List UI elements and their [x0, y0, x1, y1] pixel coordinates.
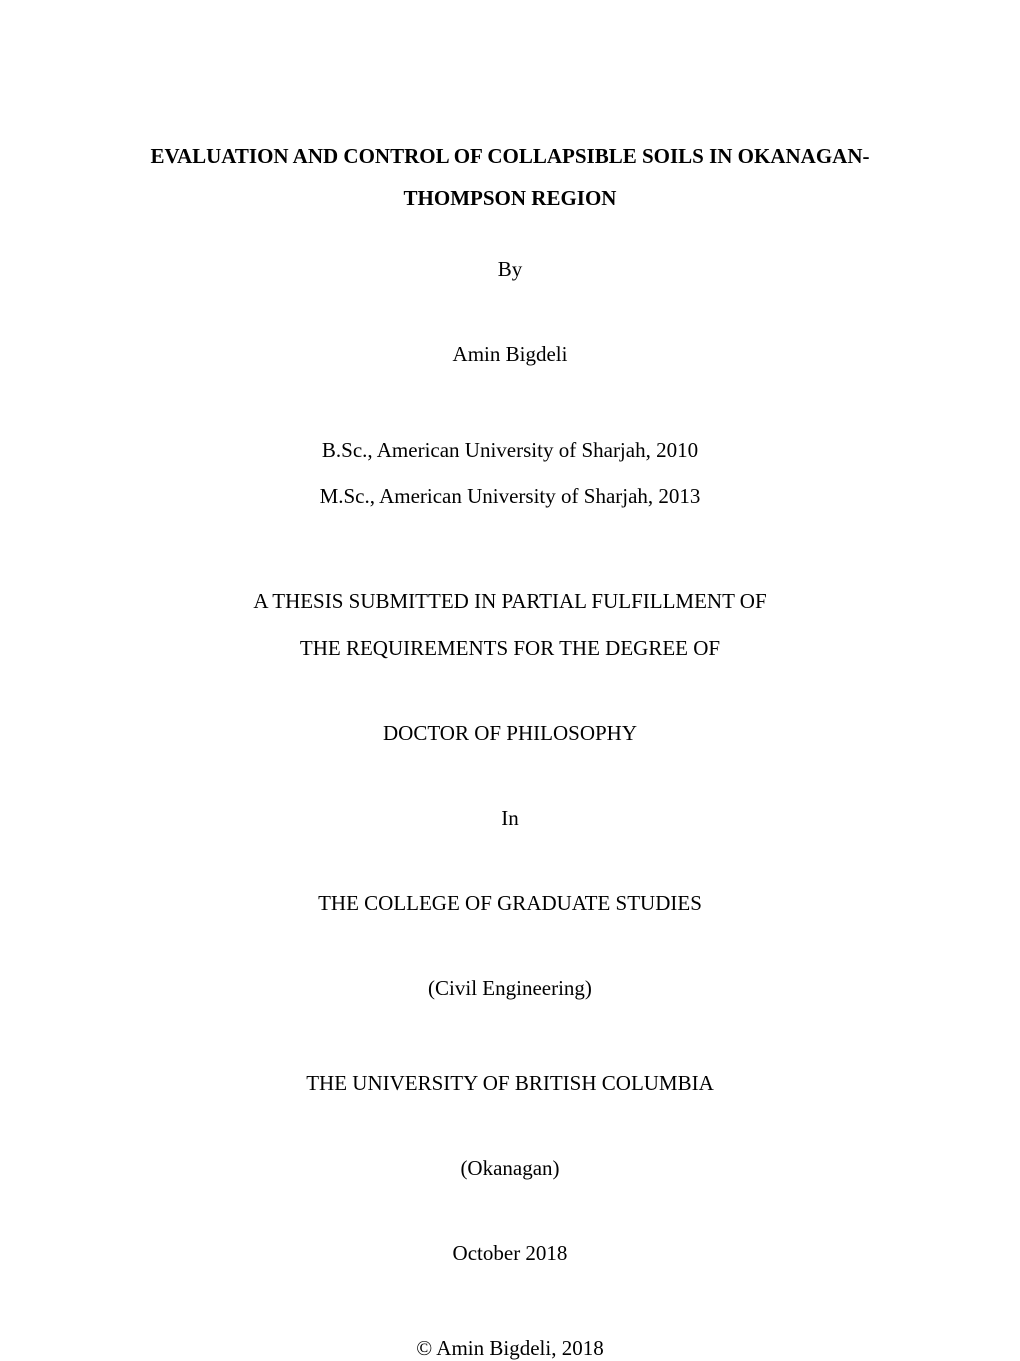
title-line-1: EVALUATION AND CONTROL OF COLLAPSIBLE SO…	[140, 135, 880, 177]
campus-name: (Okanagan)	[140, 1156, 880, 1181]
university-name: THE UNIVERSITY OF BRITISH COLUMBIA	[140, 1071, 880, 1096]
by-label: By	[140, 257, 880, 282]
thesis-statement-line-1: A THESIS SUBMITTED IN PARTIAL FULFILLMEN…	[140, 589, 880, 614]
thesis-statement-line-2: THE REQUIREMENTS FOR THE DEGREE OF	[140, 636, 880, 661]
prior-degrees: B.Sc., American University of Sharjah, 2…	[140, 427, 880, 519]
degree-name: DOCTOR OF PHILOSOPHY	[140, 721, 880, 746]
thesis-title: EVALUATION AND CONTROL OF COLLAPSIBLE SO…	[140, 135, 880, 219]
degree-msc: M.Sc., American University of Sharjah, 2…	[140, 473, 880, 519]
college-name: THE COLLEGE OF GRADUATE STUDIES	[140, 891, 880, 916]
author-name: Amin Bigdeli	[140, 342, 880, 367]
copyright-notice: © Amin Bigdeli, 2018	[140, 1336, 880, 1361]
in-label: In	[140, 806, 880, 831]
date: October 2018	[140, 1241, 880, 1266]
title-line-2: THOMPSON REGION	[140, 177, 880, 219]
department-name: (Civil Engineering)	[140, 976, 880, 1001]
degree-bsc: B.Sc., American University of Sharjah, 2…	[140, 427, 880, 473]
